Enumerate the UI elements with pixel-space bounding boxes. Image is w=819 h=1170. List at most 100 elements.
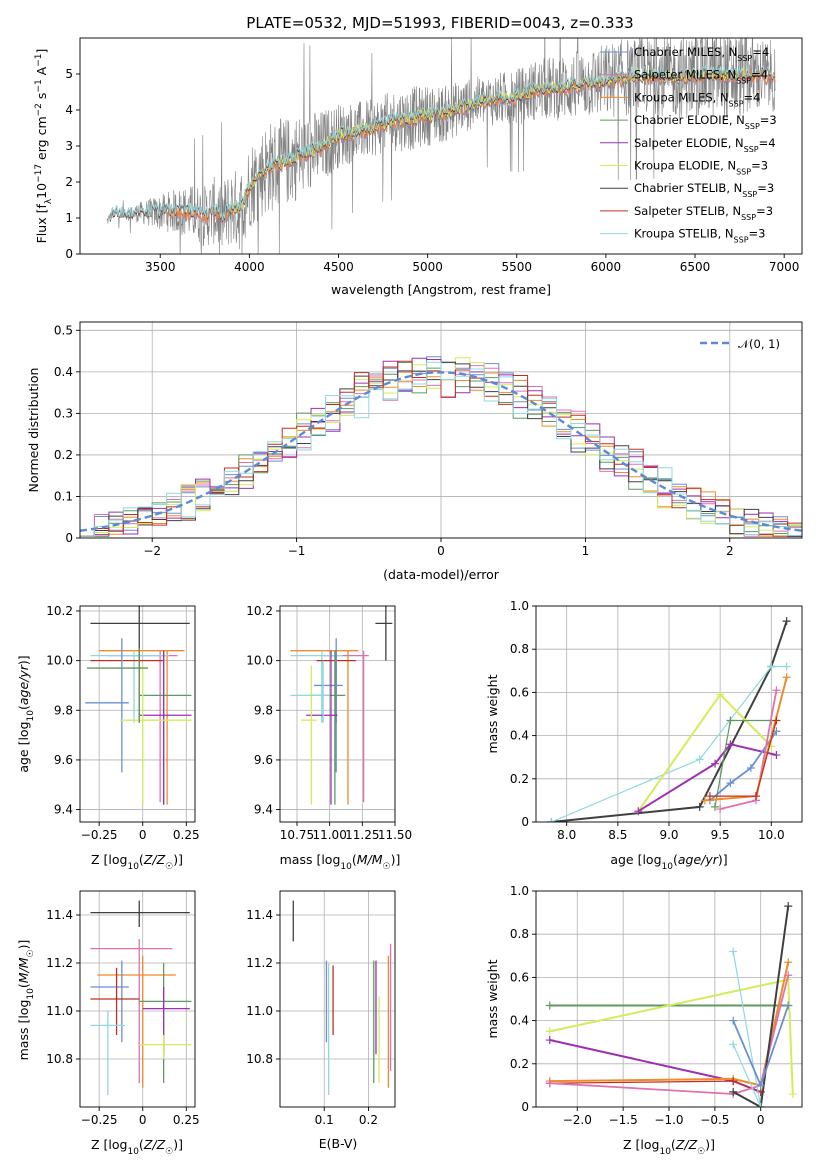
weight-point: [547, 818, 556, 822]
x-tick-label: 9.0: [659, 828, 678, 842]
y-tick-label: 9.6: [254, 753, 273, 767]
x-tick-label: 11.25: [345, 828, 379, 842]
x-axis-label: Z [log10(Z/Z☉)]: [623, 1137, 715, 1157]
y-axis-label: mass weight: [485, 674, 500, 753]
x-tick-label: 6000: [591, 260, 622, 274]
y-tick-label: 10.8: [246, 1052, 273, 1066]
y-tick-label: 10.0: [246, 654, 273, 668]
weight-point: [711, 759, 720, 768]
chart-massweight_vs_age: 8.0 8.5 9.0 9.5 10.0 0 0.2 0.4 0.6 0.8 1.0 age [log…: [485, 599, 803, 872]
x-axis-label: mass [log10(M/M☉)]: [280, 852, 401, 872]
y-tick-label: 0.1: [54, 489, 73, 503]
weight-point: [784, 902, 793, 911]
y-tick-label: 0: [65, 247, 73, 261]
y-tick-label: 0.2: [510, 772, 529, 786]
y-tick-label: 5: [65, 67, 73, 81]
axes-frame: [279, 605, 396, 823]
x-tick-label: 0: [757, 1113, 765, 1127]
weight-point: [726, 779, 735, 788]
weight-series: [551, 665, 787, 822]
x-tick-label: −1.0: [654, 1113, 683, 1127]
weight-point: [716, 805, 725, 814]
x-tick-label: 0.25: [173, 1113, 200, 1127]
y-tick-label: 11.4: [46, 908, 73, 922]
plot-area: [80, 606, 195, 822]
x-tick-label: 1: [582, 544, 590, 558]
weight-series: [637, 743, 777, 813]
y-tick-label: 0.8: [510, 642, 529, 656]
legend-label: Salpeter STELIB, NSSP=3: [634, 204, 773, 222]
y-tick-label: 0: [521, 815, 529, 829]
histogram-series: [80, 357, 802, 538]
weight-point: [634, 807, 643, 816]
weight-point: [716, 690, 725, 699]
x-tick-label: 8.0: [557, 828, 576, 842]
model-spectrum: [231, 66, 749, 214]
x-tick-label: 3500: [145, 260, 176, 274]
weight-point: [767, 662, 776, 671]
weight-point: [695, 755, 704, 764]
weight-point: [545, 1036, 554, 1045]
axes-frame: [79, 321, 803, 539]
axes-frame: [79, 890, 196, 1108]
weight-series: [549, 974, 790, 1095]
x-tick-label: 4500: [323, 260, 354, 274]
weight-point: [545, 1001, 554, 1010]
x-tick-label: −1.5: [609, 1113, 638, 1127]
legend-label: Kroupa ELODIE, NSSP=3: [634, 159, 768, 177]
chart-residuals: −2 −1 0 1 2 0 0.1 0.2 0.3 0.4 0.5 𝒩(0, 1) (data-mode…: [26, 321, 803, 582]
x-tick-label: 0.25: [173, 828, 200, 842]
y-tick-label: 9.4: [54, 803, 73, 817]
weight-point: [772, 751, 781, 760]
y-tick-label: 0.4: [510, 1014, 529, 1028]
y-axis-label: mass weight: [485, 959, 500, 1038]
x-axis-label: Z [log10(Z/Z☉)]: [91, 852, 183, 872]
chart-massweight_vs_Z: −2.0 −1.5 −1.0 −0.5 0 0 0.2 0.4 0.6 0.8 1.0 Z [log1…: [485, 884, 803, 1157]
y-tick-label: 0.6: [510, 970, 529, 984]
weight-series: [732, 951, 762, 1107]
x-tick-label: 7000: [769, 260, 800, 274]
x-tick-label: 11.50: [378, 828, 412, 842]
y-tick-label: 2: [65, 175, 73, 189]
x-tick-label: −0.25: [81, 1113, 118, 1127]
weight-point: [705, 792, 714, 801]
weight-point: [729, 1077, 738, 1086]
weight-point: [772, 716, 781, 725]
x-tick-label: −0.5: [700, 1113, 729, 1127]
y-tick-label: 10.2: [46, 604, 73, 618]
chart-spectrum: 3500 4000 4500 5000 5500 6000 6500 7000 0 1 2 3 4 5 Ch…: [34, 37, 803, 297]
weight-series: [732, 905, 790, 1107]
x-axis-label: (data-model)/error: [383, 567, 500, 582]
x-axis-label: E(B-V): [319, 1136, 358, 1151]
weight-point: [782, 673, 791, 682]
y-tick-label: 0.3: [54, 406, 73, 420]
weight-point: [545, 1027, 554, 1036]
y-tick-label: 1: [65, 211, 73, 225]
weight-point: [729, 1016, 738, 1025]
y-tick-label: 1.0: [510, 599, 529, 613]
x-tick-label: 0: [139, 1113, 147, 1127]
y-tick-label: 0.8: [510, 927, 529, 941]
weight-point: [695, 802, 704, 811]
plot-area: [80, 322, 802, 538]
weight-point: [784, 958, 793, 967]
weight-point: [751, 792, 760, 801]
weight-point: [746, 764, 755, 772]
weight-point: [756, 1081, 765, 1090]
weight-point: [726, 740, 735, 749]
y-tick-label: 0: [65, 531, 73, 545]
y-tick-label: 0.4: [54, 365, 73, 379]
axes-frame: [79, 605, 196, 823]
y-axis-label: mass [log10(M/M☉)]: [16, 940, 36, 1061]
y-axis-label: Normed distribution: [26, 368, 41, 493]
normal-curve: [80, 371, 802, 532]
weight-point: [711, 802, 720, 811]
weight-point: [545, 1079, 554, 1088]
y-tick-label: 9.6: [54, 753, 73, 767]
x-axis-label: wavelength [Angstrom, rest frame]: [331, 282, 551, 297]
y-tick-label: 9.8: [254, 703, 273, 717]
y-tick-label: 9.4: [254, 803, 273, 817]
x-tick-label: 5500: [501, 260, 532, 274]
